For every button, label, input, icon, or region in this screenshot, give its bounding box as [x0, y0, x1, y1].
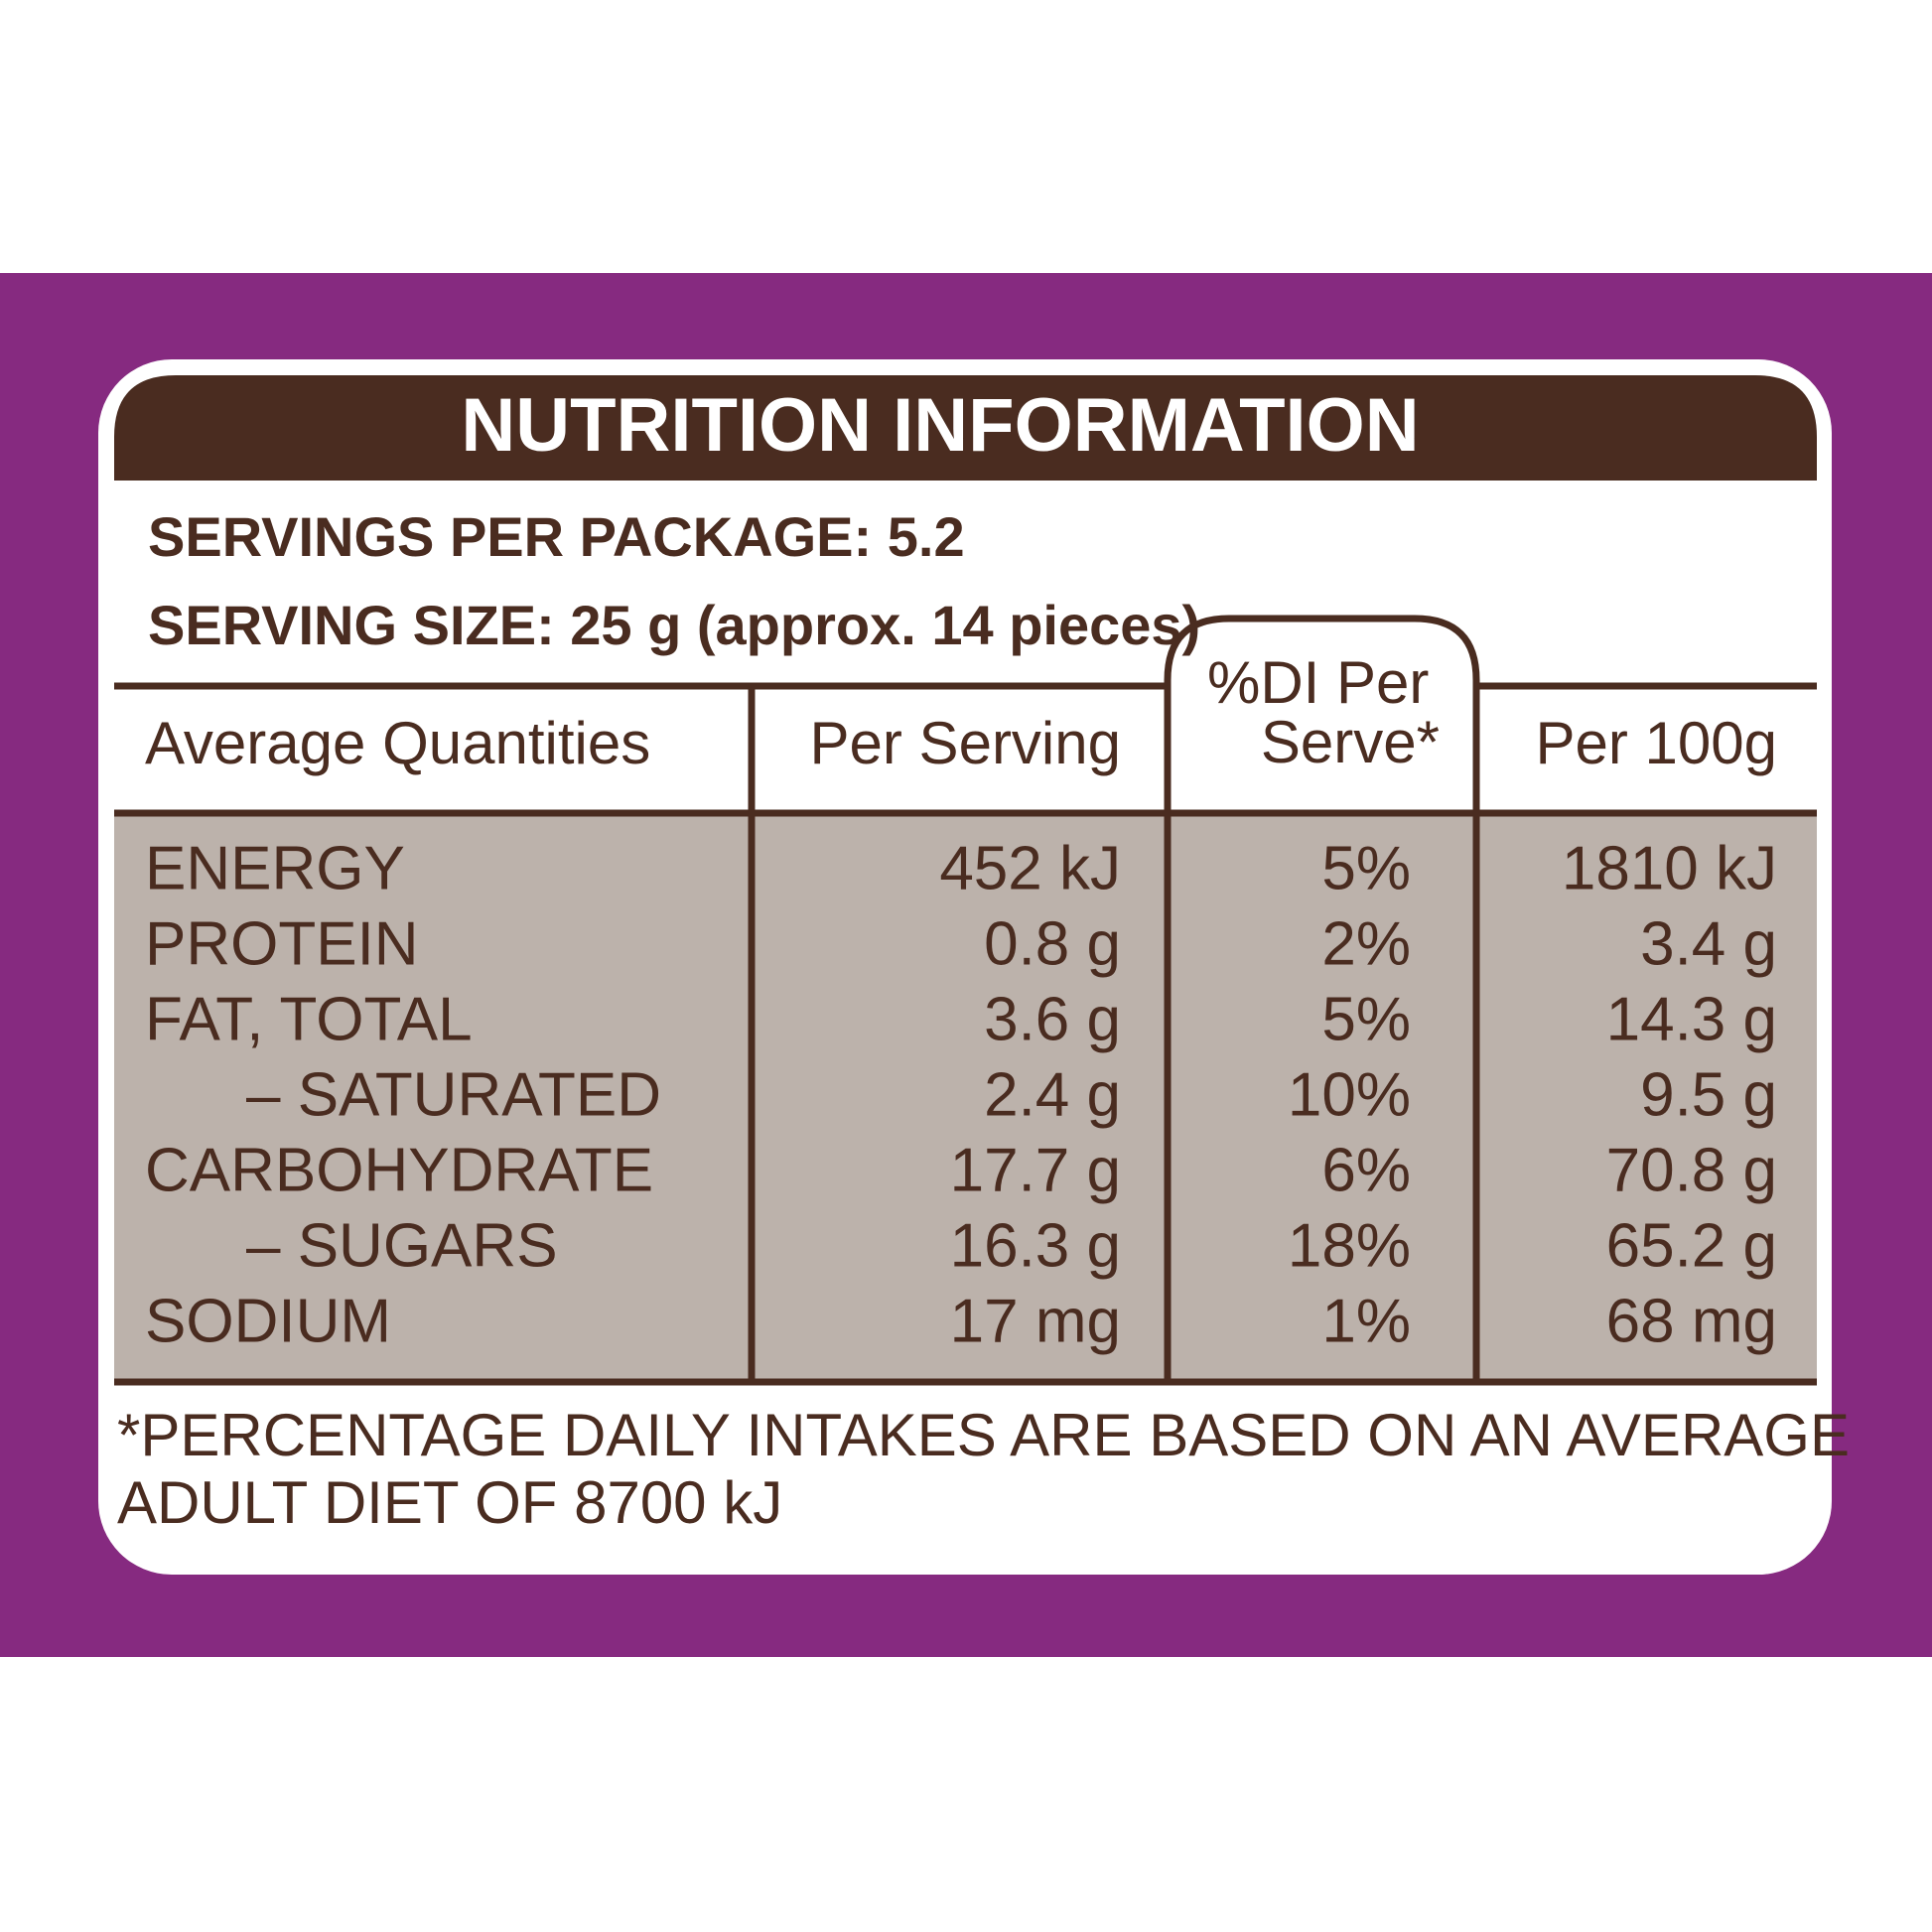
- footnote: *PERCENTAGE DAILY INTAKES ARE BASED ON A…: [117, 1402, 1850, 1468]
- cell: 6%: [1321, 1136, 1411, 1204]
- cell: 1810 kJ: [1562, 834, 1777, 902]
- servings-per-package: SERVINGS PER PACKAGE: 5.2: [148, 505, 965, 568]
- cell: 3.4 g: [1640, 909, 1777, 978]
- cell: 17 mg: [950, 1287, 1121, 1355]
- cell: 2%: [1321, 909, 1411, 978]
- cell: 9.5 g: [1640, 1060, 1777, 1129]
- serving-size: SERVING SIZE: 25 g (approx. 14 pieces): [148, 594, 1200, 656]
- cell: 5%: [1321, 985, 1411, 1053]
- cell: 10%: [1288, 1060, 1411, 1129]
- cell: 3.6 g: [984, 985, 1121, 1053]
- column-header: Average Quantities: [145, 710, 650, 776]
- cell: 70.8 g: [1606, 1136, 1777, 1204]
- cell: 0.8 g: [984, 909, 1121, 978]
- table-body-bg: [114, 813, 1817, 1382]
- row-label: CARBOHYDRATE: [145, 1136, 653, 1204]
- row-label: – SUGARS: [246, 1211, 558, 1280]
- table-lines: [114, 615, 1817, 1386]
- cell: 1%: [1321, 1287, 1411, 1355]
- column-header: Serve*: [1261, 709, 1440, 775]
- cell: 2.4 g: [984, 1060, 1121, 1129]
- column-header: Per 100g: [1535, 710, 1777, 776]
- cell: 65.2 g: [1606, 1211, 1777, 1280]
- cell: 452 kJ: [939, 834, 1121, 902]
- footnote: ADULT DIET OF 8700 kJ: [117, 1469, 782, 1536]
- column-header: %DI Per: [1207, 649, 1429, 716]
- row-label: FAT, TOTAL: [145, 985, 473, 1053]
- row-label: – SATURATED: [246, 1060, 661, 1129]
- di-header-box: [1164, 615, 1480, 813]
- header-bar: [114, 375, 1817, 481]
- cell: 68 mg: [1606, 1287, 1777, 1355]
- cell: 5%: [1321, 834, 1411, 902]
- cell: 14.3 g: [1606, 985, 1777, 1053]
- cell: 18%: [1288, 1211, 1411, 1280]
- cell: 17.7 g: [950, 1136, 1121, 1204]
- column-header: Per Serving: [810, 710, 1121, 776]
- row-label: PROTEIN: [145, 909, 419, 978]
- cell: 16.3 g: [950, 1211, 1121, 1280]
- row-label: ENERGY: [145, 834, 405, 902]
- row-label: SODIUM: [145, 1287, 391, 1355]
- title: NUTRITION INFORMATION: [461, 383, 1419, 468]
